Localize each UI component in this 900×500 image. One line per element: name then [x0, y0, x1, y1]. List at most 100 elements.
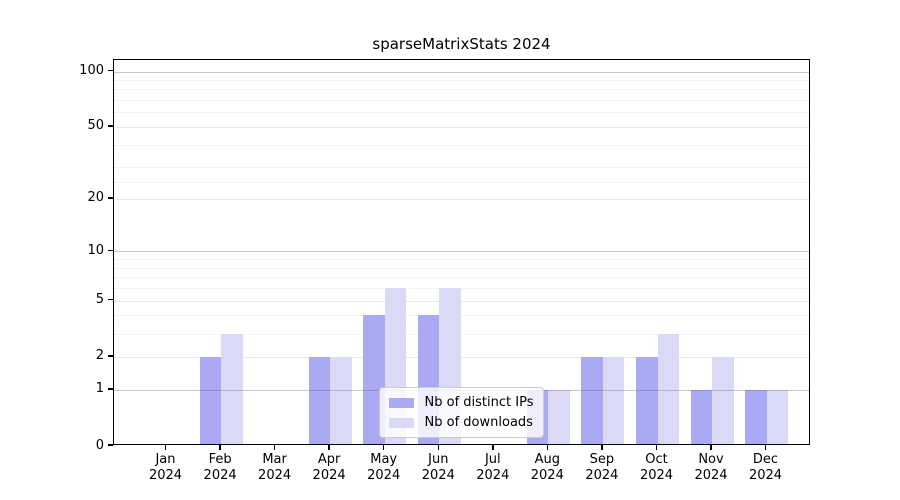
major-gridline [114, 356, 809, 358]
x-tick-year: 2024 [748, 468, 783, 483]
y-tick-mark [108, 298, 113, 301]
major-gridline [114, 300, 809, 302]
bar-nov-distinct-ips [690, 389, 712, 444]
x-tick-label: Nov 2024 [681, 452, 741, 484]
x-tick-label: Feb 2024 [190, 452, 250, 484]
plot-area: Nb of distinct IPs Nb of downloads [113, 59, 810, 445]
x-tick-mark [546, 445, 549, 450]
y-tick-label: 5 [95, 292, 104, 308]
x-tick-month: Jan [155, 452, 176, 467]
y-tick-label: 0 [95, 437, 104, 453]
x-tick-year: 2024 [367, 468, 401, 483]
x-tick-month: Feb [208, 452, 232, 467]
x-tick-month: Jul [484, 452, 501, 467]
x-tick-year: 2024 [148, 468, 183, 483]
bar-oct-distinct-ips [636, 356, 658, 444]
minor-gridline [114, 89, 809, 91]
x-tick-mark [437, 445, 439, 450]
x-tick-label: Aug 2024 [517, 452, 577, 484]
bar-oct-downloads [657, 333, 679, 444]
x-tick-mark [710, 445, 712, 450]
bar-feb-downloads [221, 333, 243, 444]
x-tick-month: Dec [752, 452, 779, 467]
minor-gridline [114, 112, 809, 114]
y-tick-label: 2 [95, 348, 104, 364]
x-tick-year: 2024 [639, 468, 674, 483]
bar-aug-downloads [548, 389, 570, 444]
minor-gridline [114, 259, 809, 261]
minor-gridline [114, 333, 809, 335]
x-tick-month: Mar [262, 452, 287, 467]
x-tick-label: Apr 2024 [299, 452, 359, 484]
minor-gridline [114, 167, 809, 169]
major-gridline [114, 126, 809, 128]
x-tick-label: May 2024 [354, 452, 414, 484]
minor-gridline [114, 100, 809, 102]
legend: Nb of distinct IPs Nb of downloads [378, 387, 545, 438]
x-tick-label: Oct 2024 [627, 452, 687, 484]
x-tick-month: Apr [317, 452, 341, 467]
bar-sep-downloads [602, 356, 625, 444]
chart-title: sparseMatrixStats 2024 [372, 35, 551, 53]
x-tick-year: 2024 [694, 468, 728, 483]
x-tick-label: Jan 2024 [136, 452, 196, 484]
x-tick-mark [655, 445, 658, 450]
y-tick-label: 20 [87, 190, 104, 206]
minor-gridline [114, 288, 809, 290]
x-tick-year: 2024 [203, 468, 237, 483]
minor-gridline [114, 80, 809, 81]
x-tick-mark [273, 445, 276, 450]
major-gridline [114, 198, 809, 200]
bar-sep-distinct-ips [581, 356, 603, 444]
x-tick-mark [601, 445, 603, 450]
x-tick-mark [328, 445, 330, 450]
x-tick-month: Aug [534, 452, 560, 467]
bar-apr-distinct-ips [308, 356, 331, 444]
minor-gridline [114, 277, 809, 279]
bar-apr-downloads [330, 356, 352, 444]
x-tick-mark [382, 445, 385, 450]
x-tick-month: Nov [698, 452, 724, 467]
legend-label-distinct-ips: Nb of distinct IPs [424, 395, 534, 410]
x-tick-label: Jul 2024 [463, 452, 523, 484]
x-tick-year: 2024 [312, 468, 346, 483]
x-tick-month: Sep [589, 452, 615, 467]
y-tick-mark [108, 125, 113, 127]
legend-label-downloads: Nb of downloads [424, 415, 533, 430]
minor-gridline [114, 315, 809, 317]
minor-gridline [114, 181, 809, 183]
x-tick-year: 2024 [421, 468, 455, 483]
x-tick-year: 2024 [530, 468, 564, 483]
x-tick-year: 2024 [258, 468, 292, 483]
y-tick-label: 1 [95, 381, 104, 397]
x-tick-label: Jun 2024 [408, 452, 468, 484]
strong-gridline [114, 71, 809, 73]
legend-swatch-distinct-ips [388, 397, 414, 408]
bar-nov-downloads [712, 356, 734, 444]
y-tick-label: 50 [87, 118, 104, 134]
bar-feb-distinct-ips [199, 356, 221, 444]
y-tick-mark [108, 197, 113, 199]
y-tick-mark [108, 444, 113, 446]
x-tick-label: Dec 2024 [736, 452, 796, 484]
x-tick-month: Oct [645, 452, 668, 467]
bar-dec-downloads [766, 389, 788, 444]
y-tick-mark [108, 69, 113, 72]
x-tick-year: 2024 [585, 468, 619, 483]
y-tick-label: 100 [79, 63, 104, 78]
x-tick-month: Jun [428, 452, 449, 467]
minor-gridline [114, 144, 809, 146]
legend-swatch-downloads [388, 417, 414, 428]
strong-gridline [114, 251, 809, 253]
x-tick-month: May [370, 452, 398, 467]
legend-entry-distinct-ips: Nb of distinct IPs [388, 395, 534, 410]
x-tick-mark [764, 445, 767, 450]
x-tick-mark [164, 445, 167, 450]
y-tick-label: 10 [87, 242, 104, 258]
y-tick-mark [108, 249, 113, 252]
bar-dec-distinct-ips [745, 389, 767, 444]
x-tick-year: 2024 [476, 468, 510, 483]
minor-gridline [114, 267, 809, 269]
y-tick-mark [108, 355, 113, 357]
x-tick-mark [492, 445, 494, 450]
